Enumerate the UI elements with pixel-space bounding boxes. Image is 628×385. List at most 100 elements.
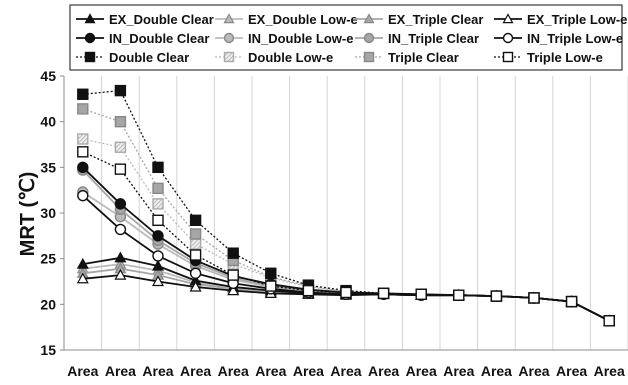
data-point bbox=[189, 228, 202, 240]
legend-swatch-marker bbox=[223, 13, 235, 24]
data-point bbox=[76, 257, 89, 269]
x-tick-label: Area bbox=[518, 363, 549, 379]
legend-item: IN_Double Low-e bbox=[215, 31, 353, 46]
y-tick-label: 45 bbox=[40, 68, 56, 84]
legend-item: EX_Double Clear bbox=[76, 12, 214, 27]
legend: EX_Double Clear EX_Double Low-e EX_Triple … bbox=[69, 4, 627, 71]
x-tick-label: Area bbox=[594, 363, 625, 379]
x-tick-label: Area bbox=[556, 363, 587, 379]
legend-label: Triple Low-e bbox=[527, 50, 603, 65]
legend-item: Double Low-e bbox=[215, 50, 333, 65]
legend-swatch-marker bbox=[363, 32, 375, 44]
data-point bbox=[189, 267, 202, 279]
data-point bbox=[77, 161, 89, 174]
x-tick-label: Area bbox=[481, 363, 512, 379]
legend-swatch-marker bbox=[84, 51, 96, 63]
data-point bbox=[114, 268, 127, 280]
legend-label: EX_Triple Low-e bbox=[527, 12, 627, 27]
legend-label: IN_Triple Clear bbox=[388, 31, 479, 46]
data-point bbox=[76, 272, 89, 284]
legend-swatch-marker bbox=[223, 32, 235, 44]
y-axis-title: MRT (℃) bbox=[17, 172, 39, 257]
data-point bbox=[189, 238, 202, 250]
data-point bbox=[377, 287, 390, 300]
legend-swatch-marker bbox=[502, 32, 514, 44]
legend-label: IN_Double Low-e bbox=[248, 31, 353, 46]
legend-item: EX_Triple Low-e bbox=[494, 12, 627, 27]
legend-swatch-marker bbox=[363, 51, 375, 63]
data-point bbox=[227, 269, 239, 281]
data-point bbox=[151, 259, 165, 271]
legend-swatch-marker bbox=[502, 13, 514, 24]
legend-item: IN_Triple Low-e bbox=[494, 31, 623, 46]
data-point bbox=[302, 284, 315, 297]
data-point bbox=[189, 280, 202, 292]
x-tick-label: Area bbox=[142, 363, 173, 379]
data-point bbox=[114, 115, 127, 128]
legend-item: Triple Clear bbox=[355, 50, 459, 65]
legend-swatch-marker bbox=[84, 13, 96, 24]
legend-label: IN_Triple Low-e bbox=[527, 31, 623, 46]
x-tick-label: Area bbox=[443, 363, 474, 379]
y-tick-label: 40 bbox=[40, 114, 56, 130]
data-point bbox=[528, 292, 540, 304]
data-point bbox=[265, 280, 277, 292]
legend-item: IN_Triple Clear bbox=[355, 31, 479, 46]
legend-label: Triple Clear bbox=[388, 50, 459, 65]
series-lines bbox=[76, 84, 616, 327]
data-point bbox=[152, 198, 164, 210]
data-point bbox=[77, 146, 89, 158]
legend-swatch-marker bbox=[502, 51, 514, 63]
legend-frame bbox=[69, 4, 623, 71]
data-point bbox=[189, 249, 202, 261]
data-point bbox=[227, 247, 239, 259]
data-point bbox=[490, 290, 503, 302]
legend-label: Double Clear bbox=[109, 50, 189, 65]
y-tick-label: 30 bbox=[40, 205, 56, 221]
data-point bbox=[603, 315, 615, 327]
legend-swatch-marker bbox=[363, 13, 375, 24]
data-point bbox=[152, 161, 164, 174]
legend-swatch-marker bbox=[223, 51, 235, 63]
data-point bbox=[114, 84, 127, 97]
legend-label: IN_Double Clear bbox=[109, 31, 209, 46]
x-tick-label: Area bbox=[255, 363, 286, 379]
x-tick-label: Area bbox=[368, 363, 399, 379]
x-tick-label: Area bbox=[406, 363, 437, 379]
x-tick-label: Area bbox=[293, 363, 324, 379]
data-point bbox=[265, 267, 277, 279]
data-point bbox=[77, 133, 89, 145]
data-point bbox=[77, 88, 89, 100]
data-point bbox=[415, 288, 427, 300]
data-point bbox=[189, 214, 202, 227]
y-tick-label: 25 bbox=[40, 251, 56, 267]
data-point bbox=[77, 103, 89, 115]
x-tick-label: Area bbox=[67, 363, 98, 379]
data-point bbox=[340, 286, 352, 299]
data-point bbox=[227, 284, 240, 296]
legend-label: EX_Double Clear bbox=[109, 12, 214, 27]
legend-label: EX_Double Low-e bbox=[248, 12, 358, 27]
data-point bbox=[151, 275, 165, 287]
legend-label: EX_Triple Clear bbox=[388, 12, 483, 27]
x-tick-label: Area bbox=[180, 363, 211, 379]
data-point bbox=[77, 189, 89, 202]
data-point bbox=[152, 182, 164, 195]
x-tick-label: Area bbox=[105, 363, 136, 379]
series-triple-low-e bbox=[77, 146, 615, 327]
y-tick-label: 15 bbox=[40, 342, 56, 358]
data-point bbox=[114, 141, 127, 153]
data-point bbox=[152, 214, 164, 227]
legend-item: Double Clear bbox=[76, 50, 189, 65]
axes: 15 20 25 30 35 40 45 Area Area Area Area Area Area Ar… bbox=[40, 68, 628, 379]
data-point bbox=[453, 289, 465, 301]
data-point bbox=[152, 230, 164, 242]
data-point bbox=[114, 163, 127, 175]
x-tick-label: Area bbox=[330, 363, 361, 379]
x-tick-label: Area bbox=[218, 363, 249, 379]
data-point bbox=[114, 251, 127, 263]
data-point bbox=[114, 198, 127, 210]
data-point bbox=[565, 295, 578, 308]
y-tick-label: 35 bbox=[40, 159, 56, 175]
legend-item: EX_Double Low-e bbox=[215, 12, 358, 27]
